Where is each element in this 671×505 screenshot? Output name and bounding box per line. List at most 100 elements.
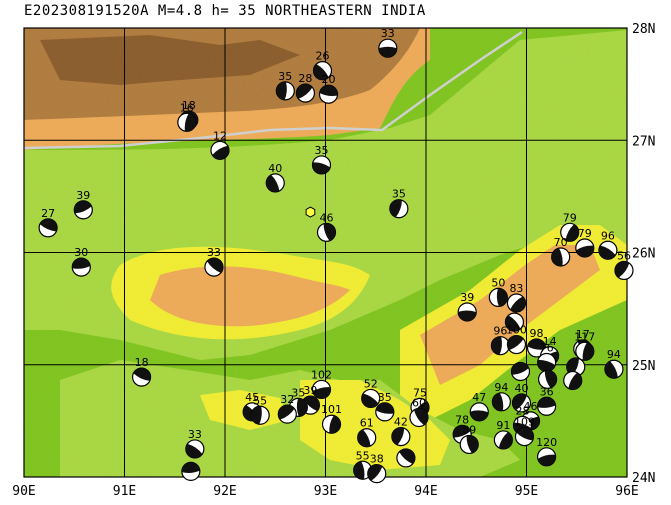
focal-mechanism-icon: 40 [265,162,285,193]
depth-label: 33 [381,27,395,40]
focal-mechanism-icon: 32 [277,393,297,424]
depth-label: 18 [135,356,149,369]
depth-label: 96 [601,229,615,242]
focal-mechanism-icon: 20 [318,73,339,104]
focal-mechanism-icon: 55 [353,449,373,480]
focal-mechanism-icon: 36 [536,385,557,416]
depth-label: 39 [303,384,317,397]
focal-mechanism-icon: 26 [312,50,333,81]
focal-mechanism-icon: 28 [295,72,315,103]
focal-mechanism-icon: 56 [614,249,634,281]
depth-label: 96 [493,325,507,338]
focal-mechanism-icon: 79 [575,227,595,258]
depth-label: 36 [540,385,554,398]
focal-mechanism-icon: 18 [131,356,152,387]
focal-mechanism-icon: 78 [452,413,472,444]
depth-label: 27 [41,207,55,220]
x-tick-label: 95E [515,484,538,499]
depth-label: 83 [509,282,523,295]
depth-label: 109 [514,416,535,429]
focal-mechanism-icon: 117 [574,330,595,361]
depth-label: 75 [413,386,427,399]
depth-label: 17 [576,328,590,341]
focal-mechanism-icon: 33 [378,27,398,58]
focal-mechanism-icon: 52 [361,377,381,409]
depth-label: 76 [540,342,554,355]
focal-mechanism-icon: 35 [389,188,409,219]
depth-label: 45 [245,391,259,404]
depth-label: 78 [455,413,469,426]
depth-label: 28 [298,72,312,85]
depth-label: 42 [394,416,408,429]
depth-label: 120 [536,436,557,449]
depth-label: 50 [491,276,505,289]
focal-mechanism-icon: 61 [357,417,377,448]
depth-label: 26 [315,50,329,63]
depth-label: 101 [321,403,342,416]
focal-mechanism-icon: 91 [493,419,513,450]
depth-label: 40 [268,162,282,175]
depth-label: 30 [74,246,88,259]
depth-label: 35 [314,144,328,157]
depth-label: 39 [460,291,474,304]
focal-mechanism-icon: 96 [490,325,510,356]
depth-label: 60 [412,397,426,410]
focal-mechanism-icon: 27 [38,207,58,238]
depth-label: 46 [524,400,538,413]
focal-mechanism-icon [563,370,583,391]
depth-label: 14 [543,335,557,348]
focal-mechanism-icon: 35 [375,391,395,422]
depth-label: 18 [182,99,196,112]
focal-mechanism-icon [510,361,531,382]
depth-label: 94 [607,348,621,361]
epicenter-marker [305,206,316,218]
depth-label: 38 [370,453,384,466]
focal-mechanism-icon: 35 [311,144,332,175]
focal-mechanism-icon: 16 [177,101,197,132]
depth-label: 35 [278,70,292,83]
depth-label: 40 [514,382,528,395]
depth-label: 100 [506,324,527,337]
depth-label: 89 [462,423,476,436]
x-tick-label: 90E [12,484,35,499]
y-tick-label: 25N [632,359,655,374]
x-tick-label: 94E [414,484,437,499]
depth-label: 35 [291,386,305,399]
depth-label: 46 [320,211,334,224]
y-tick-label: 28N [632,22,655,37]
focal-mechanism-icon: 38 [367,453,387,484]
focal-mechanism-icon: 120 [536,436,557,467]
focal-mechanism-icon: 40 [511,382,532,413]
depth-label: 61 [360,417,374,430]
focal-mechanism-icon: 47 [469,391,489,422]
focal-mechanism-icon: 30 [71,246,91,277]
depth-label: 33 [188,428,202,441]
map-title: E202308191520A M=4.8 h= 35 NORTHEASTERN … [24,3,426,19]
focal-mechanism-icon: 70 [551,236,571,267]
depth-label: 55 [356,449,370,462]
depth-label: 56 [617,249,631,262]
focal-mechanism-icon: 89 [459,423,479,455]
focal-mechanism-icon [504,312,525,332]
depth-label: 20 [322,73,336,86]
focal-mechanism-icon: 94 [604,348,624,379]
focal-mechanism-icon [566,357,586,377]
map-frame [23,27,628,478]
depth-label: 98 [530,327,544,340]
focal-mechanism-icon: 101 [321,403,342,434]
depth-label: 79 [563,211,577,224]
depth-label: 52 [364,377,378,390]
focal-mechanism-icon: 33 [185,428,205,459]
focal-mechanism-icon: 50 [488,276,508,307]
border-line [24,30,523,150]
hexagon-icon [305,206,316,218]
x-axis-ticks: 90E 91E 92E 93E 94E 95E 96E [12,484,638,499]
y-tick-label: 26N [632,247,655,262]
depth-label: 35 [392,188,406,201]
depth-label: 102 [311,368,332,381]
focal-mechanism-icon: 100 [506,324,527,355]
depth-label: 33 [207,246,221,259]
focal-mechanism-icon [538,369,558,389]
